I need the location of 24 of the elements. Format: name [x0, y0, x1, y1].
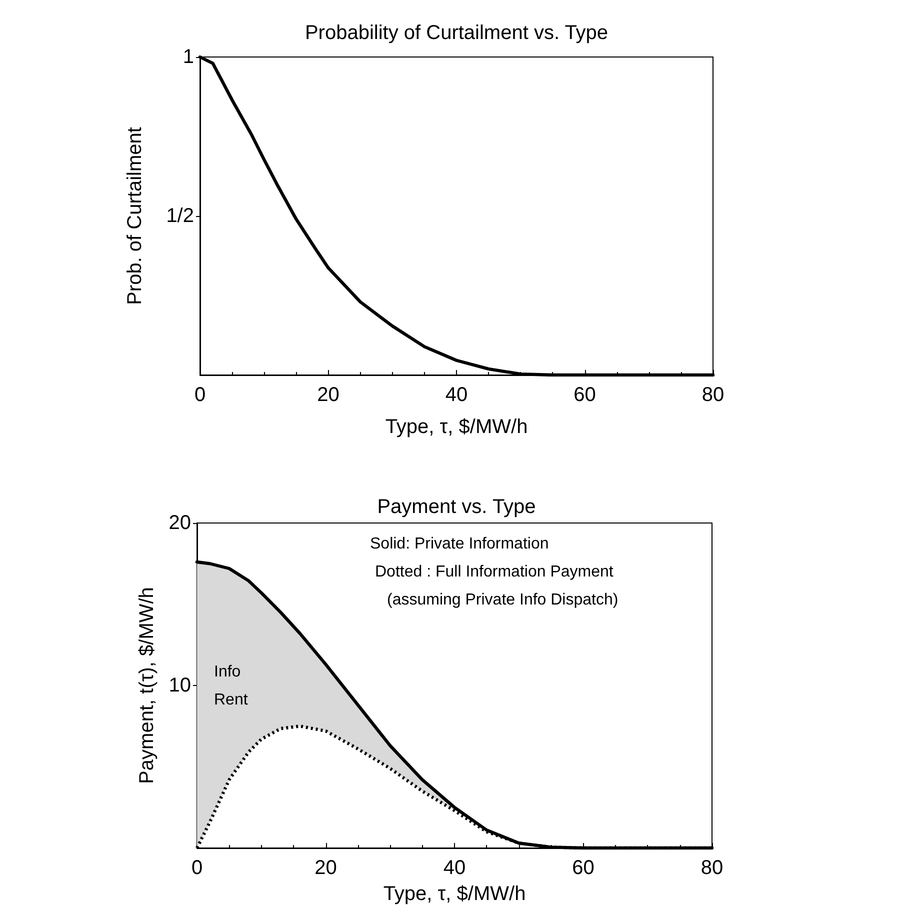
annotation: (assuming Private Info Dispatch): [387, 592, 618, 608]
annotation: Dotted : Full Information Payment: [375, 564, 614, 580]
chart-title: Payment vs. Type: [377, 496, 536, 518]
x-axis-title: Type, τ, $/MW/h: [383, 883, 526, 905]
y-tick-label: 10: [168, 674, 191, 696]
y-axis-title: Payment, t(τ), $/MW/h: [136, 587, 158, 784]
x-tick-label: 40: [445, 384, 468, 406]
x-tick-label: 80: [700, 857, 724, 879]
x-tick-label: 80: [702, 384, 724, 406]
x-tick-label: 0: [191, 857, 203, 879]
annotation: Info Rent: [214, 664, 248, 708]
x-tick-label: 60: [572, 857, 594, 879]
y-axis-title: Prob. of Curtailment: [124, 126, 146, 305]
x-tick-label: 20: [314, 857, 337, 879]
y-tick-label: 1: [182, 46, 194, 68]
x-axis-title: Type, τ, $/MW/h: [385, 416, 528, 438]
y-tick-label: 20: [168, 512, 191, 534]
y-tick-label: 1/2: [166, 205, 194, 227]
chart-title: Probability of Curtailment vs. Type: [304, 22, 608, 44]
x-tick-label: 20: [317, 384, 340, 406]
annotation: Solid: Private Information: [370, 536, 549, 552]
x-tick-label: 40: [443, 857, 466, 879]
x-tick-label: 0: [194, 384, 206, 406]
x-tick-label: 60: [574, 384, 596, 406]
